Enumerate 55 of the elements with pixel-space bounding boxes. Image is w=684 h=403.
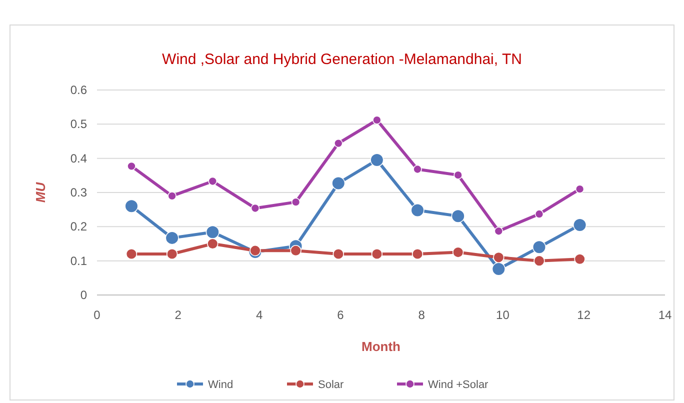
- point: [452, 246, 464, 258]
- y-tick-label: 0: [80, 288, 88, 302]
- point: [166, 248, 178, 260]
- y-tick-label: 0.4: [70, 151, 88, 166]
- y-tick-label: 0.5: [70, 117, 88, 132]
- point: [451, 209, 465, 223]
- y-tick-label: 0.1: [70, 254, 88, 268]
- point: [332, 248, 344, 260]
- point: [534, 255, 545, 266]
- x-tick-label: 6: [337, 308, 344, 322]
- legend-label: Wind: [208, 379, 234, 391]
- point: [573, 218, 587, 232]
- chart-title: Wind ,Solar and Hybrid Generation -Melamandhai, TN: [162, 51, 522, 68]
- point: [332, 176, 346, 190]
- x-tick-label: 14: [658, 308, 672, 322]
- x-tick-label: 10: [496, 308, 510, 322]
- point: [534, 210, 544, 218]
- point: [493, 252, 504, 264]
- point: [291, 198, 300, 206]
- point: [410, 203, 424, 218]
- x-tick-label: 12: [577, 308, 591, 322]
- point: [370, 153, 384, 167]
- y-tick-label: 0.6: [70, 83, 88, 97]
- legend-label: Wind +Solar: [428, 379, 489, 391]
- point: [126, 248, 138, 260]
- point: [207, 238, 218, 250]
- point: [413, 164, 422, 174]
- point: [124, 199, 138, 213]
- point: [334, 138, 343, 148]
- point: [454, 170, 462, 180]
- point: [290, 244, 302, 256]
- point: [574, 254, 586, 265]
- x-tick-label: 4: [256, 308, 263, 322]
- point: [494, 226, 504, 236]
- point: [250, 204, 260, 213]
- point: [492, 262, 506, 276]
- point: [412, 248, 424, 260]
- point: [250, 244, 261, 256]
- x-axis-title: Month: [362, 339, 401, 354]
- point: [532, 240, 546, 254]
- x-tick-label: 2: [174, 308, 182, 322]
- x-tick-label: 0: [94, 308, 101, 322]
- point: [208, 176, 218, 186]
- y-tick-label: 0.3: [70, 186, 88, 200]
- point: [168, 192, 176, 200]
- y-tick-label: 0.2: [70, 220, 88, 234]
- x-tick-label: 8: [418, 308, 426, 322]
- point: [372, 116, 382, 124]
- point: [371, 248, 383, 260]
- point: [575, 184, 584, 194]
- legend-label: Solar: [318, 379, 344, 391]
- point: [165, 231, 179, 245]
- point: [127, 162, 136, 171]
- y-axis-title: MU: [33, 182, 48, 203]
- point: [206, 225, 220, 239]
